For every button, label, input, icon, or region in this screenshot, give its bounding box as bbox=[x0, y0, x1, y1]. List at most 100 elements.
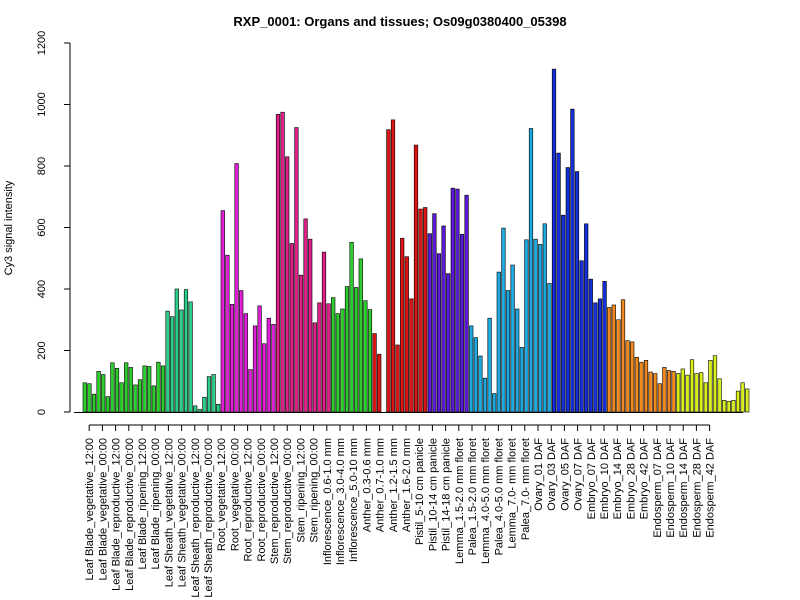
bar bbox=[225, 254, 230, 413]
bar bbox=[680, 368, 685, 413]
bar bbox=[105, 396, 110, 413]
bar bbox=[344, 286, 350, 413]
bar bbox=[611, 304, 616, 413]
y-tick-label: 0 bbox=[36, 409, 48, 415]
bar bbox=[492, 393, 497, 413]
bar bbox=[285, 156, 290, 413]
bar bbox=[584, 223, 589, 413]
x-tick-label: Leaf Sheath_vegetative_12:00 bbox=[163, 438, 175, 587]
bar bbox=[294, 127, 299, 413]
bar bbox=[165, 310, 170, 413]
bar bbox=[216, 404, 221, 413]
bar bbox=[699, 372, 704, 413]
x-tick-label: Leaf Sheath_vegetative_00:00 bbox=[177, 438, 189, 587]
bar bbox=[96, 371, 101, 413]
bar bbox=[220, 210, 225, 413]
bar bbox=[142, 365, 147, 413]
bar bbox=[740, 382, 745, 413]
x-tick-label: Stem_reproductive_00:00 bbox=[282, 438, 294, 564]
x-tick-label: Leaf Blade_ripening_00:00 bbox=[150, 438, 162, 570]
bar bbox=[229, 304, 235, 413]
bar bbox=[643, 360, 649, 413]
bar bbox=[197, 409, 202, 413]
bar bbox=[505, 290, 511, 413]
bar bbox=[574, 171, 580, 413]
bar bbox=[694, 373, 699, 413]
x-tick-label: Pistil_14-18 cm panicle bbox=[441, 438, 453, 551]
y-tick-label: 800 bbox=[36, 157, 48, 175]
bar bbox=[147, 366, 152, 413]
bar bbox=[717, 378, 722, 413]
bar bbox=[243, 313, 248, 413]
bar bbox=[271, 324, 276, 413]
x-tick-label: Inflorescence_5.0-10 mm bbox=[348, 438, 360, 562]
bar bbox=[266, 317, 271, 413]
bar bbox=[593, 302, 598, 413]
x-tick-label: Endosperm_10 DAF bbox=[665, 438, 677, 538]
x-tick-label: Palea_1.5-2.0 mm floret bbox=[467, 438, 479, 555]
bar bbox=[349, 241, 354, 413]
bar bbox=[390, 119, 396, 413]
bar bbox=[202, 396, 207, 413]
bar bbox=[101, 374, 106, 413]
chart-title: RXP_0001: Organs and tissues; Os09g03804… bbox=[233, 14, 566, 29]
bar bbox=[630, 341, 635, 413]
bar bbox=[280, 111, 285, 413]
bar bbox=[400, 237, 405, 413]
bar bbox=[335, 313, 340, 413]
x-tick-label: Anther_1.2-1.5 mm bbox=[388, 438, 400, 532]
x-tick-label: Root_vegetative_00:00 bbox=[229, 438, 241, 551]
bar bbox=[331, 297, 336, 413]
bar bbox=[151, 385, 156, 413]
bar bbox=[662, 367, 667, 413]
bar bbox=[446, 273, 451, 413]
bar bbox=[137, 379, 143, 413]
bar bbox=[602, 281, 607, 413]
bar bbox=[248, 369, 253, 413]
bar bbox=[515, 308, 520, 413]
bar bbox=[404, 256, 409, 413]
bar bbox=[114, 368, 120, 413]
bar bbox=[524, 239, 529, 413]
bar bbox=[551, 68, 557, 413]
bar bbox=[128, 367, 133, 413]
bar bbox=[317, 302, 322, 413]
bar bbox=[289, 243, 294, 413]
x-axis-tick-marks bbox=[88, 424, 711, 431]
bar bbox=[193, 405, 198, 413]
x-tick-label: Inflorescence_3.0-4.0 mm bbox=[335, 438, 347, 565]
bar bbox=[395, 344, 400, 413]
bar bbox=[538, 244, 543, 413]
y-axis-label: Cy3 signal intensity bbox=[3, 180, 15, 275]
x-axis-tick-labels: Leaf Blade_vegetative_12:00 Leaf Blade_ve… bbox=[84, 438, 716, 598]
bar bbox=[124, 362, 129, 413]
bar bbox=[156, 361, 161, 413]
bar bbox=[620, 299, 626, 413]
bar bbox=[252, 325, 258, 413]
bar bbox=[570, 108, 575, 413]
bar bbox=[666, 370, 672, 413]
x-tick-label: Endosperm_14 DAF bbox=[678, 438, 690, 538]
bar bbox=[685, 374, 690, 413]
bar bbox=[303, 218, 308, 413]
x-tick-label: Root_reproductive_12:00 bbox=[243, 438, 255, 562]
x-tick-label: Stem_reproductive_12:00 bbox=[269, 438, 281, 564]
bar bbox=[455, 188, 460, 413]
bar bbox=[469, 325, 474, 413]
bar bbox=[82, 382, 87, 413]
bar bbox=[547, 283, 552, 413]
x-tick-label: Pistil_10-14 cm panicle bbox=[427, 438, 439, 551]
x-tick-label: Stem_ripening_12:00 bbox=[295, 438, 307, 543]
bar bbox=[676, 373, 681, 413]
bar bbox=[436, 253, 442, 413]
y-tick-label: 200 bbox=[36, 341, 48, 359]
x-tick-label: Leaf Sheath_reproductive_00:00 bbox=[203, 438, 215, 598]
bar bbox=[657, 383, 662, 413]
bar bbox=[671, 371, 676, 413]
bar bbox=[206, 376, 212, 413]
bar bbox=[459, 233, 465, 413]
x-tick-label: Embryo_14 DAF bbox=[612, 438, 624, 520]
x-tick-label: Anther_1.6-2.0 mm bbox=[401, 438, 413, 532]
x-tick-label: Ovary_05 DAF bbox=[559, 438, 571, 511]
